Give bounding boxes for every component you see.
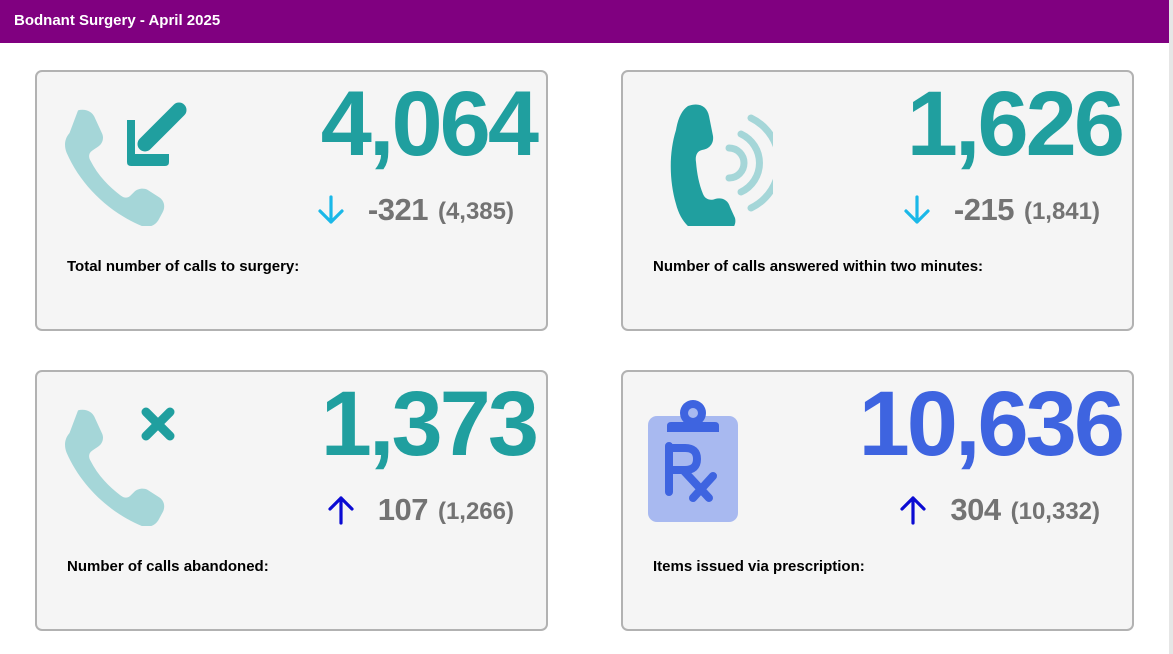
kpi-value: 10,636	[858, 373, 1125, 475]
kpi-value: 1,626	[906, 73, 1125, 175]
kpi-delta: -215 (1,841)	[902, 190, 1100, 230]
arrow-up-icon	[900, 496, 926, 525]
arrow-down-icon	[318, 195, 344, 224]
kpi-previous: (4,385)	[437, 198, 514, 225]
phone-missed-icon	[57, 396, 187, 526]
kpi-label: Number of calls answered within two minu…	[653, 258, 984, 275]
kpi-delta: 304 (10,332)	[898, 490, 1100, 530]
kpi-delta: 107 (1,266)	[326, 490, 514, 530]
kpi-delta: -321 (4,385)	[316, 190, 514, 230]
page-title: Bodnant Surgery - April 2025	[14, 12, 221, 29]
vertical-scrollbar[interactable]	[1169, 0, 1173, 654]
kpi-change: 304	[950, 492, 1001, 527]
phone-incoming-icon	[57, 96, 187, 226]
kpi-previous: (1,841)	[1023, 198, 1100, 225]
kpi-card-answered-calls: 1,626 -215 (1,841) Number of calls answe…	[621, 70, 1134, 331]
kpi-label: Items issued via prescription:	[653, 558, 865, 575]
arrow-down-icon	[904, 195, 930, 224]
kpi-previous: (1,266)	[437, 498, 514, 525]
kpi-label: Number of calls abandoned:	[67, 558, 269, 575]
kpi-value: 1,373	[320, 373, 539, 475]
kpi-change: -321	[367, 192, 429, 227]
kpi-label: Total number of calls to surgery:	[67, 258, 300, 275]
kpi-change: -215	[953, 192, 1015, 227]
kpi-value: 4,064	[320, 73, 539, 175]
header-bar: Bodnant Surgery - April 2025	[0, 0, 1169, 43]
arrow-up-icon	[328, 496, 354, 525]
kpi-card-prescription-items: 10,636 304 (10,332) Items issued via pre…	[621, 370, 1134, 631]
kpi-card-abandoned-calls: 1,373 107 (1,266) Number of calls abando…	[35, 370, 548, 631]
kpi-change: 107	[377, 492, 429, 527]
kpi-card-total-calls: 4,064 -321 (4,385) Total number of calls…	[35, 70, 548, 331]
phone-ringing-icon	[643, 96, 773, 226]
kpi-previous: (10,332)	[1010, 498, 1100, 525]
prescription-clipboard-icon	[643, 396, 773, 526]
